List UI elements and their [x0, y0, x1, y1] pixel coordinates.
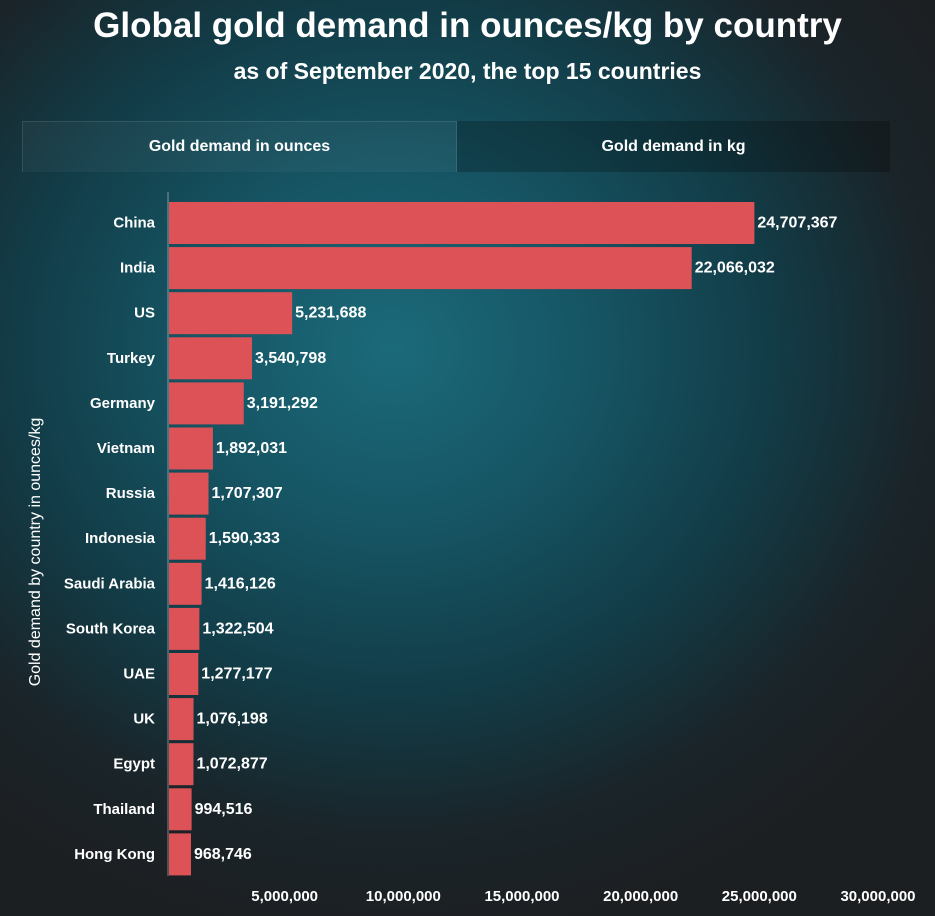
category-label: UAE	[123, 666, 155, 683]
bar[interactable]	[169, 607, 200, 650]
value-label: 968,746	[194, 846, 252, 863]
value-label: 1,277,177	[201, 666, 272, 683]
bar[interactable]	[169, 202, 755, 244]
value-label: 22,066,032	[695, 260, 775, 277]
category-label: Indonesia	[85, 530, 156, 547]
value-label: 3,191,292	[247, 395, 318, 412]
bar[interactable]	[169, 472, 209, 515]
category-label: Germany	[90, 395, 156, 412]
x-tick-label: 30,000,000	[840, 888, 915, 905]
bar[interactable]	[169, 427, 213, 470]
x-tick-label: 5,000,000	[251, 888, 318, 905]
value-label: 1,416,126	[205, 575, 276, 592]
category-label: Russia	[106, 485, 156, 502]
bar[interactable]	[169, 247, 692, 290]
bar[interactable]	[169, 292, 293, 335]
category-label: US	[134, 305, 155, 322]
x-tick-label: 10,000,000	[366, 888, 441, 905]
tab-gold-demand-ounces[interactable]: Gold demand in ounces	[22, 121, 457, 172]
value-label: 3,540,798	[255, 350, 326, 367]
tab-bar: Gold demand in ounces Gold demand in kg	[22, 121, 890, 172]
bar[interactable]	[169, 337, 253, 380]
value-label: 5,231,688	[295, 305, 366, 322]
value-label: 1,892,031	[216, 440, 287, 457]
category-label: Thailand	[93, 801, 155, 818]
category-label: Egypt	[113, 756, 155, 773]
bar[interactable]	[169, 698, 194, 741]
bar[interactable]	[169, 788, 192, 831]
bar[interactable]	[169, 382, 244, 425]
chart-subtitle: as of September 2020, the top 15 countri…	[233, 58, 702, 84]
category-label: India	[120, 260, 156, 277]
value-label: 24,707,367	[757, 215, 837, 232]
x-tick-label: 25,000,000	[722, 888, 797, 905]
category-label: China	[113, 215, 155, 232]
category-label: Turkey	[107, 350, 156, 367]
value-label: 1,076,198	[197, 711, 268, 728]
bar[interactable]	[169, 653, 199, 695]
category-label: Vietnam	[97, 440, 155, 457]
bar[interactable]	[169, 833, 191, 876]
value-label: 1,322,504	[202, 620, 273, 637]
value-label: 994,516	[195, 801, 253, 818]
value-label: 1,072,877	[196, 756, 267, 773]
bar[interactable]	[169, 562, 202, 605]
bar[interactable]	[169, 517, 206, 560]
value-label: 1,590,333	[209, 530, 280, 547]
chart-title: Global gold demand in ounces/kg by count…	[93, 6, 842, 45]
value-label: 1,707,307	[212, 485, 283, 502]
tab-gold-demand-kg[interactable]: Gold demand in kg	[457, 121, 890, 172]
x-tick-label: 15,000,000	[484, 888, 559, 905]
category-label: UK	[133, 711, 155, 728]
category-label: Saudi Arabia	[64, 575, 156, 592]
category-label: Hong Kong	[74, 846, 155, 863]
category-label: South Korea	[66, 620, 156, 637]
x-tick-label: 20,000,000	[603, 888, 678, 905]
bar[interactable]	[169, 743, 194, 786]
